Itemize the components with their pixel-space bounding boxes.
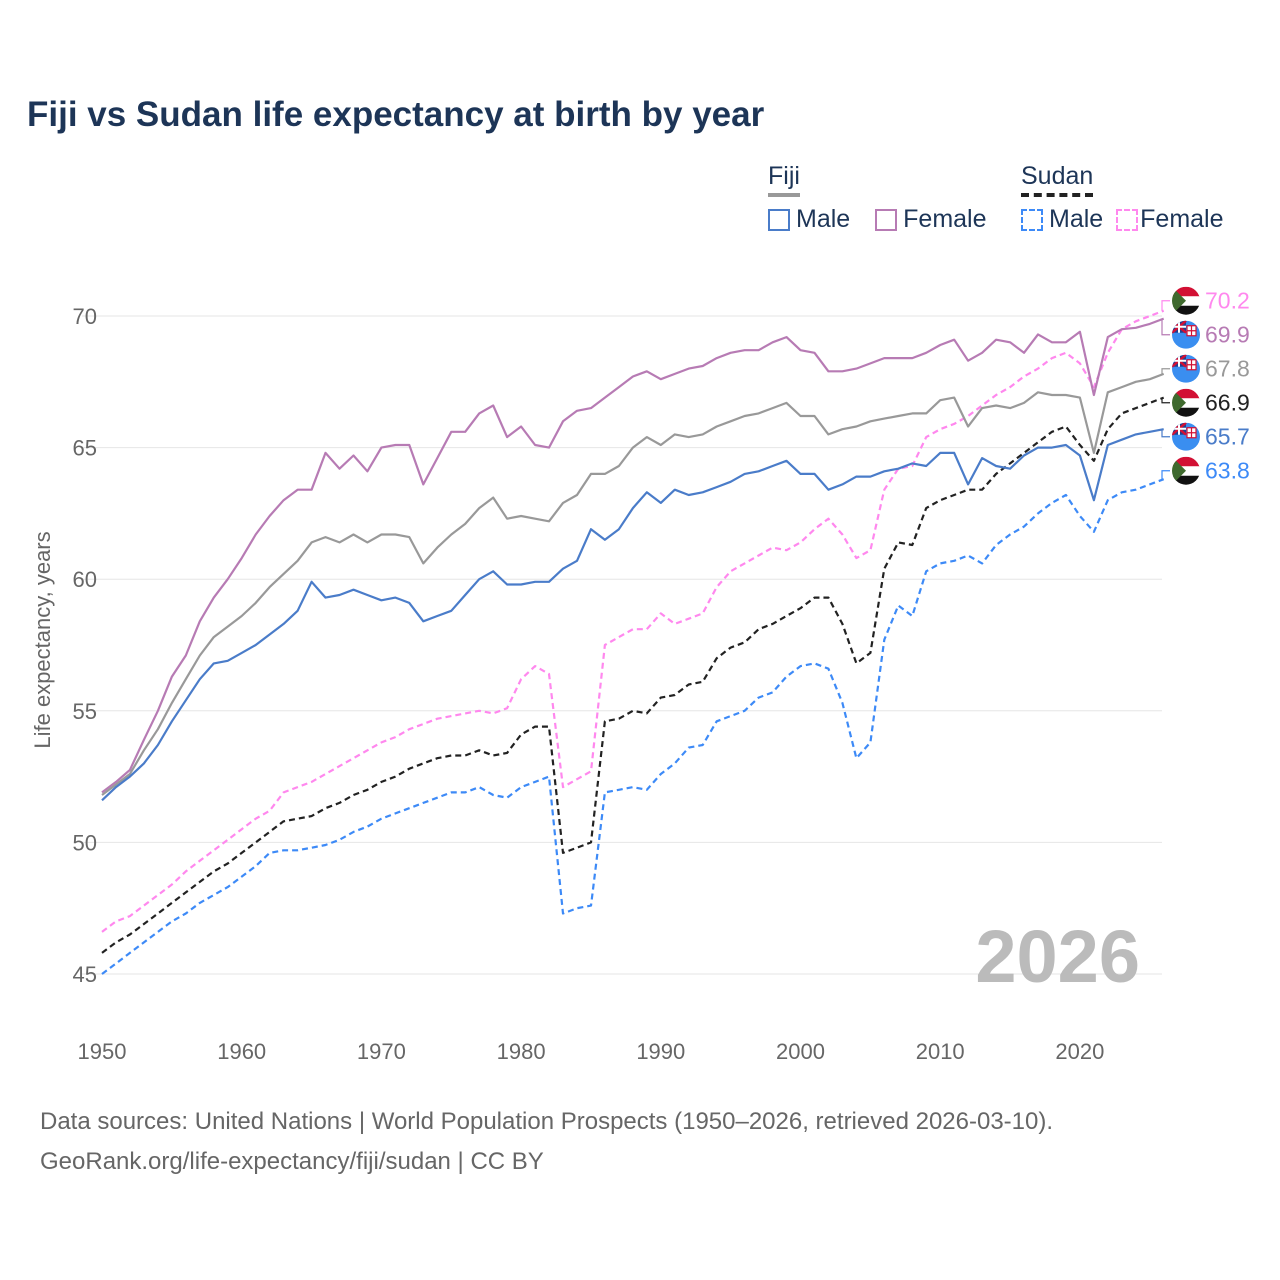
legend-heading-fiji: Fiji <box>768 162 800 197</box>
end-value-label: 63.8 <box>1205 458 1250 484</box>
flag-body <box>1172 286 1200 315</box>
fiji-flag-icon <box>1172 320 1200 349</box>
y-axis-label: Life expectancy, years <box>30 531 55 748</box>
end-value-label: 70.2 <box>1205 288 1250 314</box>
x-tick-label: 2020 <box>1055 1039 1104 1064</box>
legend-label: Female <box>1140 205 1224 233</box>
y-tick-label: 60 <box>73 567 97 592</box>
flag-body <box>1172 456 1200 485</box>
legend-label: Female <box>903 205 987 233</box>
y-tick-label: 70 <box>73 304 97 329</box>
legend-item-fiji-female[interactable]: Female <box>875 205 987 234</box>
series-line-sudan-male <box>101 478 1165 975</box>
label-connector <box>1161 429 1170 438</box>
legend-item-fiji-male[interactable]: Male <box>768 205 850 234</box>
x-tick-label: 2000 <box>776 1039 825 1064</box>
legend-item-sudan-male[interactable]: Male <box>1021 205 1103 234</box>
legend-swatch <box>768 208 790 231</box>
label-connector <box>1161 470 1170 480</box>
flag-white-band <box>1172 466 1200 476</box>
fiji-flag-icon <box>1172 422 1200 451</box>
flag-shield-cross <box>1187 359 1196 370</box>
flag-body <box>1172 388 1200 417</box>
legend-group-sudan: Sudan Male Female <box>1021 162 1242 238</box>
x-tick-label: 1980 <box>497 1039 546 1064</box>
flag-black-band <box>1172 305 1200 315</box>
flag-red-band <box>1172 456 1200 467</box>
flag-red-band <box>1172 388 1200 399</box>
flag-body <box>1172 354 1200 383</box>
legend-heading-sudan: Sudan <box>1021 162 1094 197</box>
flag-green-triangle <box>1172 388 1186 417</box>
series-line-sudan-female <box>101 309 1165 933</box>
chart-title: Fiji vs Sudan life expectancy at birth b… <box>27 95 765 134</box>
x-tick-label: 1950 <box>78 1039 127 1064</box>
label-connector <box>1161 318 1170 336</box>
sudan-flag-icon <box>1172 456 1200 485</box>
flag-red-band <box>1172 286 1200 297</box>
y-tick-label: 45 <box>73 962 97 987</box>
x-tick-label: 2010 <box>916 1039 965 1064</box>
legend-swatch <box>875 208 898 231</box>
label-connector <box>1161 368 1170 374</box>
series-line-fiji-female <box>101 317 1165 794</box>
legend-swatch <box>1116 208 1139 231</box>
sudan-flag-icon <box>1172 286 1200 315</box>
flag-shield-cross <box>1187 325 1196 336</box>
flag-white-band <box>1172 296 1200 306</box>
flag-green-triangle <box>1172 286 1186 315</box>
flag-green-triangle <box>1172 456 1186 485</box>
legend-group-fiji: Fiji Male Female <box>768 162 1005 238</box>
x-tick-label: 1960 <box>217 1039 266 1064</box>
label-connector <box>1161 300 1170 311</box>
label-connector <box>1161 397 1170 404</box>
end-value-label: 65.7 <box>1205 424 1250 450</box>
series-line-fiji <box>101 372 1165 796</box>
y-tick-label: 65 <box>73 436 97 461</box>
year-watermark: 2026 <box>975 915 1140 998</box>
series-line-sudan <box>101 396 1165 954</box>
legend-swatch <box>1021 208 1043 231</box>
legend-label: Male <box>1049 205 1104 233</box>
footer-sources: Data sources: United Nations | World Pop… <box>40 1108 1054 1135</box>
flag-white-band <box>1172 398 1200 408</box>
legend-item-sudan-female[interactable]: Female <box>1116 205 1224 234</box>
y-tick-label: 55 <box>73 699 97 724</box>
end-value-label: 67.8 <box>1205 356 1250 382</box>
sudan-flag-icon <box>1172 388 1200 417</box>
flag-black-band <box>1172 407 1200 417</box>
footer-link[interactable]: GeoRank.org/life-expectancy/fiji/sudan |… <box>40 1148 544 1175</box>
end-value-label: 66.9 <box>1205 390 1250 416</box>
x-tick-label: 1990 <box>636 1039 685 1064</box>
flag-body <box>1172 422 1200 451</box>
x-tick-label: 1970 <box>357 1039 406 1064</box>
series-line-fiji-male <box>101 428 1164 802</box>
flag-shield-cross <box>1187 427 1196 438</box>
end-value-label: 69.9 <box>1205 322 1250 348</box>
fiji-flag-icon <box>1172 354 1200 383</box>
legend-label: Male <box>796 205 851 233</box>
flag-body <box>1172 320 1200 349</box>
y-tick-label: 50 <box>73 830 97 855</box>
flag-black-band <box>1172 475 1200 485</box>
